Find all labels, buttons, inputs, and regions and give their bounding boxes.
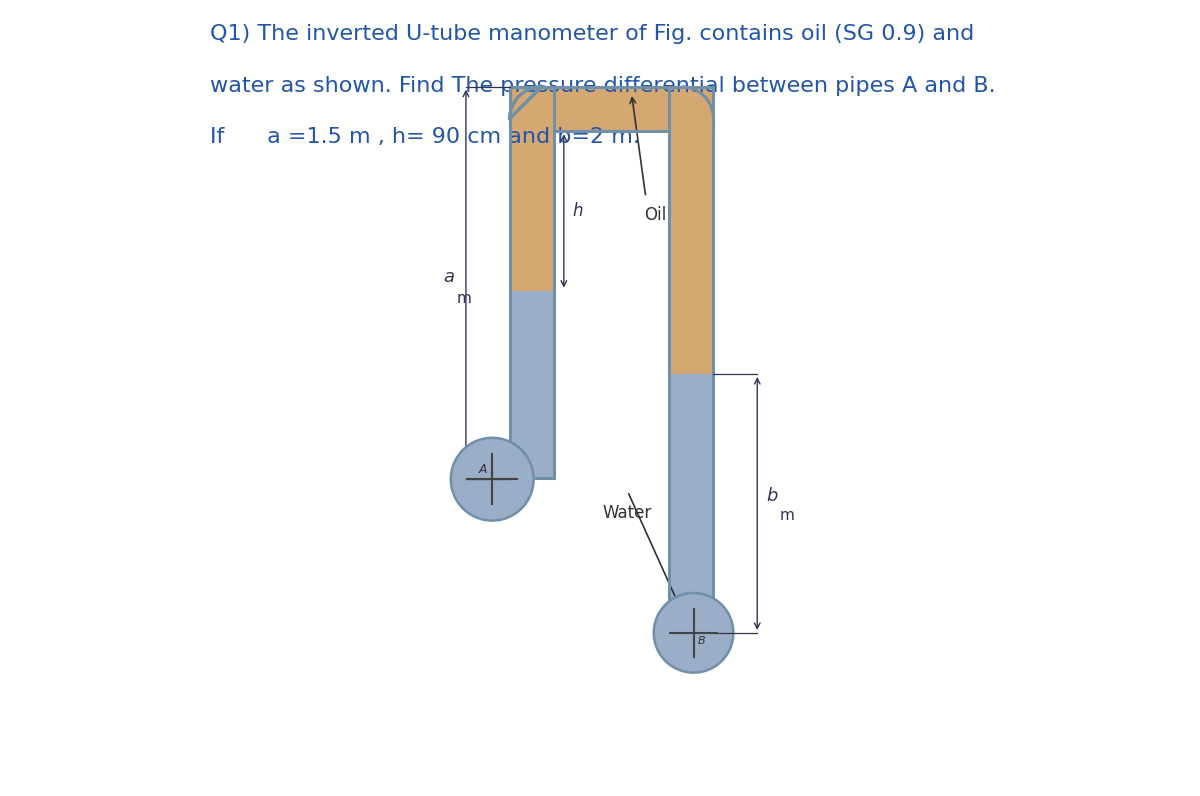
Text: water as shown. Find The pressure differential between pipes A and B.: water as shown. Find The pressure differ… xyxy=(210,76,995,96)
Text: a: a xyxy=(443,267,454,286)
Bar xyxy=(668,374,714,633)
Bar xyxy=(510,87,554,291)
Bar xyxy=(510,87,554,478)
Text: B: B xyxy=(697,636,706,646)
Text: If      a =1.5 m , h= 90 cm and b=2 m.: If a =1.5 m , h= 90 cm and b=2 m. xyxy=(210,127,640,147)
Bar xyxy=(510,87,554,131)
Wedge shape xyxy=(510,87,541,119)
Text: m: m xyxy=(780,508,794,523)
Text: m: m xyxy=(457,291,472,306)
Bar xyxy=(554,87,668,131)
Bar xyxy=(668,87,714,633)
Bar xyxy=(510,457,521,501)
Text: A: A xyxy=(479,463,487,476)
Text: b: b xyxy=(766,486,778,505)
Bar xyxy=(682,119,714,131)
Bar xyxy=(510,119,541,131)
Bar xyxy=(510,291,554,478)
Text: Water: Water xyxy=(602,505,652,522)
Text: Oil: Oil xyxy=(644,206,666,224)
Text: Q1) The inverted U-tube manometer of Fig. contains oil (SG 0.9) and: Q1) The inverted U-tube manometer of Fig… xyxy=(210,24,974,44)
Wedge shape xyxy=(682,87,714,119)
Bar xyxy=(668,87,714,374)
Circle shape xyxy=(451,438,534,521)
Circle shape xyxy=(654,593,733,673)
Bar xyxy=(510,87,541,119)
Text: h: h xyxy=(572,202,583,220)
Bar xyxy=(682,87,714,119)
Bar xyxy=(668,87,714,131)
